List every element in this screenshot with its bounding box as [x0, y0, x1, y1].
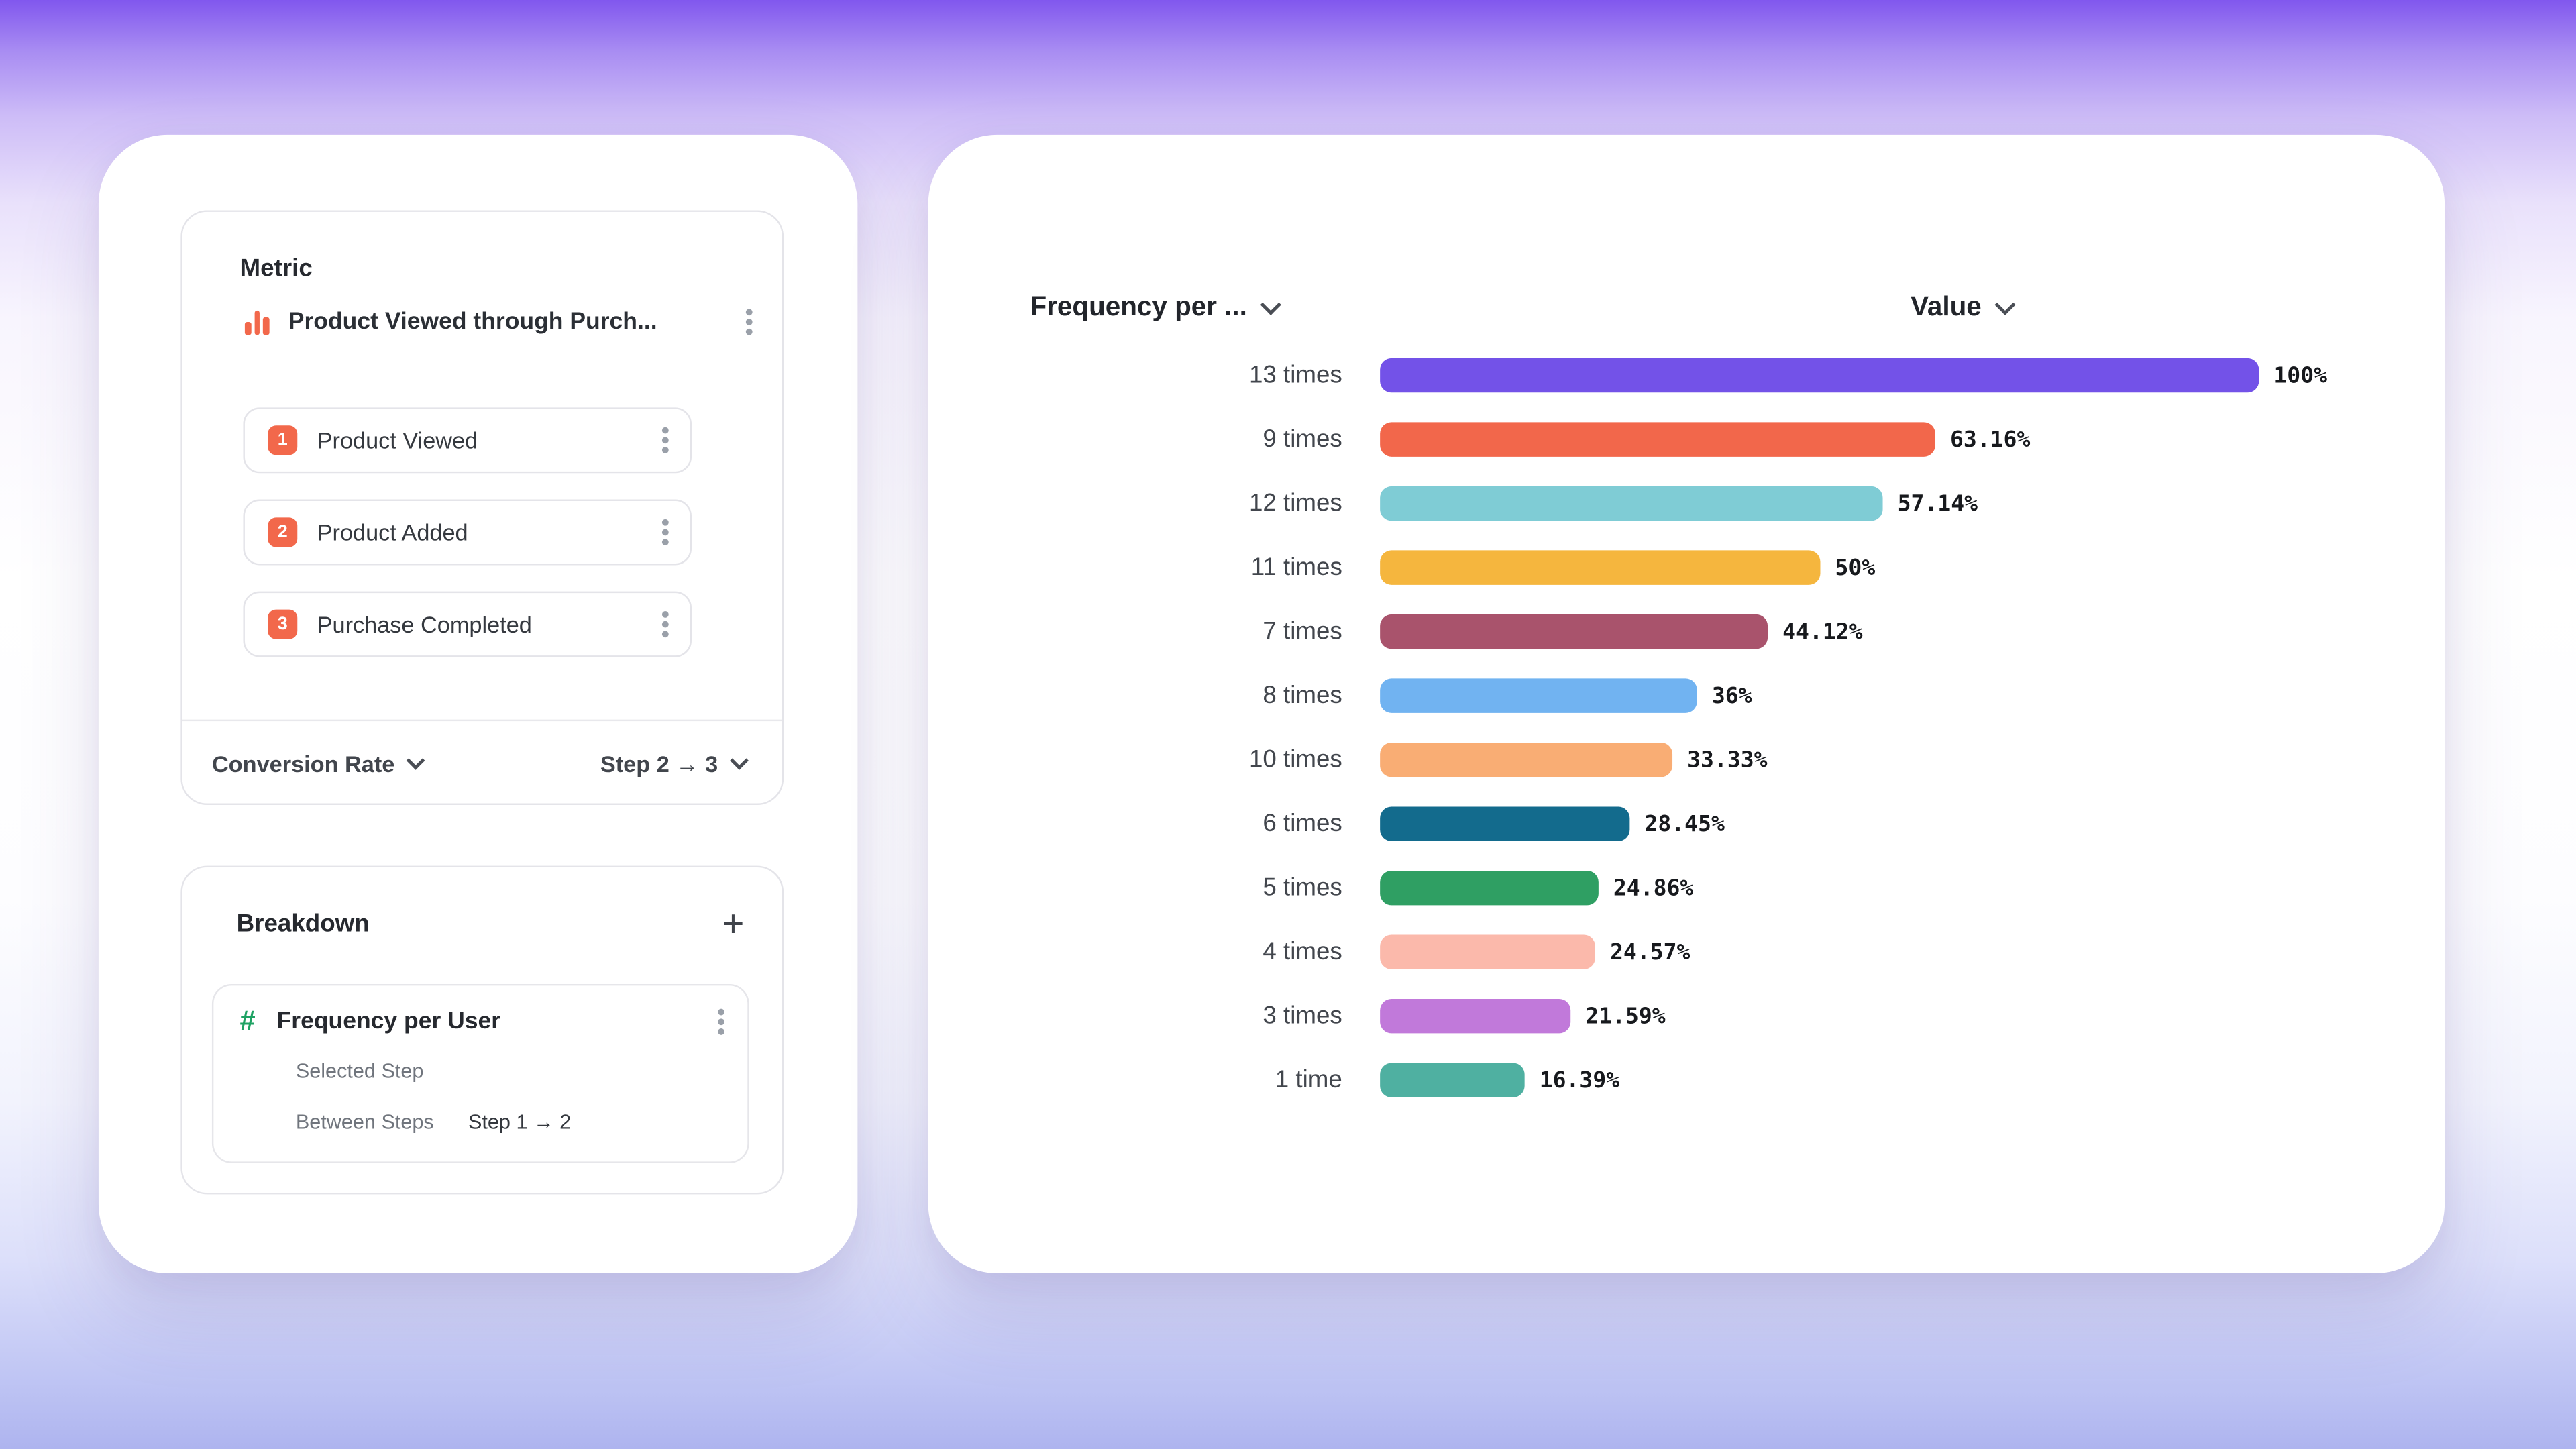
- bar-value-label: 63.16%: [1949, 426, 2031, 453]
- bar-value-label: 100%: [2273, 362, 2328, 389]
- metric-title: Metric: [239, 254, 313, 283]
- step-label: Product Added: [317, 519, 468, 546]
- bar-row-label: 11 times: [1250, 553, 1342, 582]
- chevron-down-icon: [407, 750, 426, 769]
- bar-row-label: 8 times: [1263, 682, 1342, 710]
- between-steps-label: Between Steps: [295, 1110, 434, 1134]
- conversion-rate-dropdown[interactable]: Conversion Rate: [211, 749, 426, 777]
- query-builder-card: Metric Product Viewed through Purch... 1…: [98, 134, 858, 1273]
- bar-row: 8 times 36%: [1030, 663, 2396, 728]
- bar-row-label: 9 times: [1263, 425, 1342, 453]
- bar[interactable]: [1380, 870, 1599, 906]
- breakdown-property-row: # Frequency per User: [239, 1002, 725, 1042]
- bar-value-label: 28.45%: [1644, 810, 1725, 837]
- kebab-menu-icon[interactable]: [745, 309, 753, 335]
- step-number-badge: 1: [268, 425, 298, 455]
- bar[interactable]: [1380, 1063, 1525, 1097]
- chevron-down-icon: [1994, 294, 2016, 315]
- breakdown-property-name: Frequency per User: [276, 1008, 501, 1035]
- hash-numeric-property-icon: #: [239, 1005, 256, 1037]
- breakdown-header: Breakdown +: [236, 902, 745, 945]
- kebab-menu-icon[interactable]: [718, 1008, 725, 1035]
- bar-value-label: 21.59%: [1585, 1003, 1666, 1030]
- bar-row-label: 7 times: [1263, 617, 1342, 646]
- breakdown-column-header[interactable]: Frequency per ...: [1030, 292, 1281, 324]
- step-number-badge: 3: [268, 609, 298, 639]
- funnel-step-row-1[interactable]: 1 Product Viewed: [243, 407, 692, 474]
- metric-panel: Metric Product Viewed through Purch... 1…: [180, 210, 784, 806]
- step-label: Product Viewed: [317, 427, 478, 453]
- bar-row-label: 10 times: [1248, 745, 1342, 774]
- bar[interactable]: [1380, 614, 1768, 649]
- bar-row-label: 6 times: [1263, 810, 1342, 838]
- bar-row: 3 times 21.59%: [1030, 984, 2396, 1049]
- chart-header: Frequency per ... Value: [1030, 292, 2379, 329]
- metric-footer: Conversion Rate Step 2 → 3: [211, 721, 749, 805]
- bar[interactable]: [1380, 934, 1595, 969]
- funnel-chart-icon: [244, 309, 269, 335]
- divider: [182, 719, 782, 722]
- step-range-label: Step 2 → 3: [600, 749, 718, 777]
- bar-value-label: 24.57%: [1610, 938, 1690, 965]
- bar[interactable]: [1380, 998, 1571, 1034]
- bar-value-label: 57.14%: [1897, 490, 1978, 517]
- bar-chart: 13 times 100% 9 times 63.16% 12 times 57…: [1030, 343, 2396, 1112]
- funnel-step-row-2[interactable]: 2 Product Added: [243, 499, 692, 566]
- bar[interactable]: [1380, 806, 1630, 841]
- bar[interactable]: [1380, 678, 1697, 713]
- bar-value-label: 36%: [1711, 682, 1752, 709]
- funnel-metric-name: Product Viewed through Purch...: [288, 309, 657, 335]
- bar-row: 5 times 24.86%: [1030, 856, 2396, 920]
- funnel-step-row-3[interactable]: 3 Purchase Completed: [243, 591, 692, 657]
- bar-row-label: 5 times: [1263, 873, 1342, 902]
- bar-value-label: 50%: [1835, 554, 1876, 581]
- bar-row-label: 1 time: [1275, 1066, 1342, 1095]
- bar-row: 11 times 50%: [1030, 535, 2396, 600]
- chevron-down-icon: [730, 750, 749, 769]
- bar-row-label: 3 times: [1263, 1002, 1342, 1030]
- breakdown-column-label: Frequency per ...: [1030, 292, 1247, 323]
- kebab-menu-icon[interactable]: [661, 427, 669, 453]
- value-column-header[interactable]: Value: [1911, 292, 2016, 324]
- bar-row: 6 times 28.45%: [1030, 792, 2396, 856]
- bar-row-label: 13 times: [1248, 361, 1342, 390]
- bar-row-label: 4 times: [1263, 938, 1342, 967]
- bar-value-label: 44.12%: [1782, 619, 1863, 645]
- bar-value-label: 16.39%: [1539, 1067, 1620, 1093]
- bar-row: 9 times 63.16%: [1030, 407, 2396, 472]
- breakdown-title: Breakdown: [236, 909, 370, 938]
- bar-row: 7 times 44.12%: [1030, 600, 2396, 664]
- bar[interactable]: [1380, 422, 1935, 457]
- add-breakdown-button[interactable]: +: [722, 902, 745, 945]
- bar-row: 13 times 100%: [1030, 343, 2396, 408]
- bar-row: 12 times 57.14%: [1030, 472, 2396, 536]
- bar-value-label: 24.86%: [1613, 875, 1694, 902]
- conversion-rate-label: Conversion Rate: [211, 749, 395, 777]
- bar[interactable]: [1380, 742, 1673, 777]
- kebab-menu-icon[interactable]: [661, 611, 669, 638]
- bar[interactable]: [1380, 550, 1821, 585]
- bar-row-label: 12 times: [1248, 489, 1342, 518]
- step-label: Purchase Completed: [317, 611, 532, 638]
- bar[interactable]: [1380, 486, 1883, 521]
- between-steps-value[interactable]: Step 1 → 2: [468, 1110, 572, 1134]
- selected-step-label: Selected Step: [295, 1059, 424, 1083]
- step-number-badge: 2: [268, 517, 298, 547]
- step-range-dropdown[interactable]: Step 2 → 3: [600, 749, 749, 777]
- bar-row: 10 times 33.33%: [1030, 728, 2396, 792]
- bar[interactable]: [1380, 358, 2259, 393]
- bar-value-label: 33.33%: [1687, 747, 1768, 773]
- bar-row: 1 time 16.39%: [1030, 1048, 2396, 1112]
- kebab-menu-icon[interactable]: [661, 519, 669, 546]
- funnel-metric-row[interactable]: Product Viewed through Purch...: [244, 292, 753, 352]
- bar-row: 4 times 24.57%: [1030, 920, 2396, 984]
- breakdown-panel: Breakdown + # Frequency per User Selecte…: [180, 865, 784, 1195]
- chevron-down-icon: [1260, 294, 1281, 315]
- chart-card: Frequency per ... Value 13 times 100% 9 …: [928, 134, 2445, 1273]
- breakdown-property-card[interactable]: # Frequency per User Selected Step Betwe…: [211, 983, 749, 1163]
- value-column-label: Value: [1911, 292, 1982, 323]
